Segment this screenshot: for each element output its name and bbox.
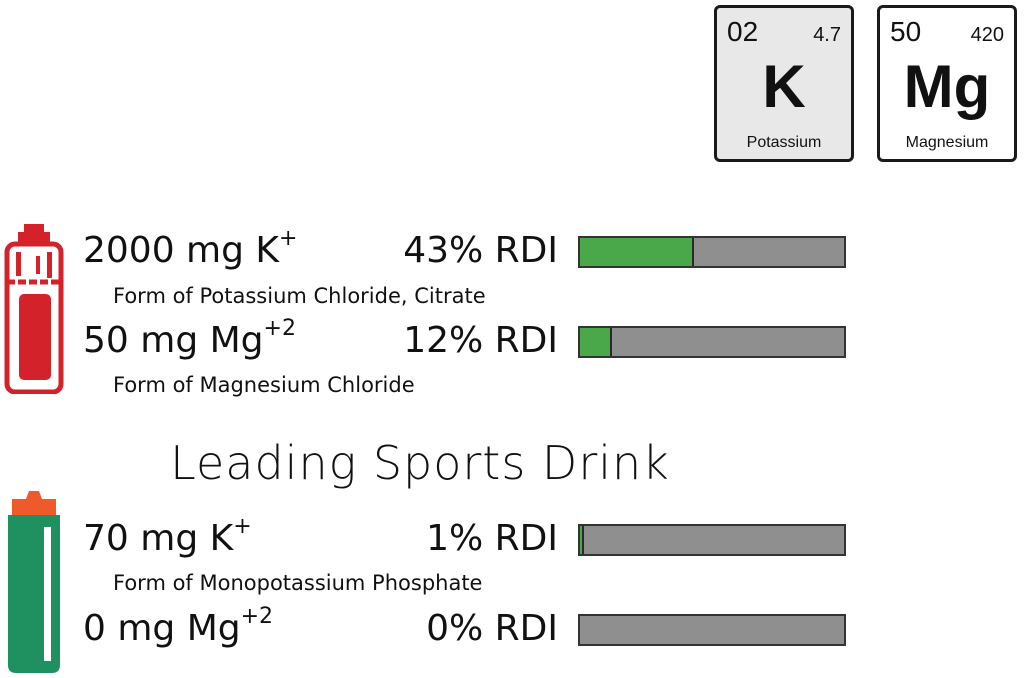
rdi-bar-fill [580,526,584,554]
atomic-number: 50 [890,16,922,47]
magnesium-rdi: 12% RDI [403,320,558,361]
rdi-bar-fill [580,238,694,266]
element-value: 4.7 [813,24,841,46]
magnesium-form: Form of Magnesium Chloride [113,373,415,397]
competitor-headline: Leading Sports Drink [170,436,670,490]
rdi-bar [578,524,846,556]
potassium-rdi: 43% RDI [403,230,558,271]
rdi-bar [578,326,846,358]
red-bottle-icon [4,224,64,394]
competitor-magnesium-rdi: 0% RDI [426,608,558,649]
element-tile-magnesium: 50 420 Mg Magnesium [877,5,1017,162]
rdi-bar-fill [580,328,612,356]
element-name: Potassium [746,134,822,151]
rdi-bar [578,614,846,646]
atomic-number: 02 [727,16,759,47]
element-name: Magnesium [905,134,989,151]
element-value: 420 [970,24,1004,46]
rdi-bar [578,236,846,268]
potassium-amount: 2000 mg K+ [83,226,298,271]
element-tile-potassium: 02 4.7 K Potassium [714,5,854,162]
potassium-form: Form of Potassium Chloride, Citrate [113,284,486,308]
competitor-potassium-amount: 70 mg K+ [83,514,252,559]
competitor-potassium-rdi: 1% RDI [426,518,558,559]
magnesium-amount: 50 mg Mg+2 [83,316,296,361]
element-symbol: Mg [903,53,991,120]
green-bottle-icon [8,491,60,673]
element-symbol: K [762,53,806,120]
competitor-magnesium-amount: 0 mg Mg+2 [83,604,274,649]
competitor-potassium-form: Form of Monopotassium Phosphate [113,571,483,595]
